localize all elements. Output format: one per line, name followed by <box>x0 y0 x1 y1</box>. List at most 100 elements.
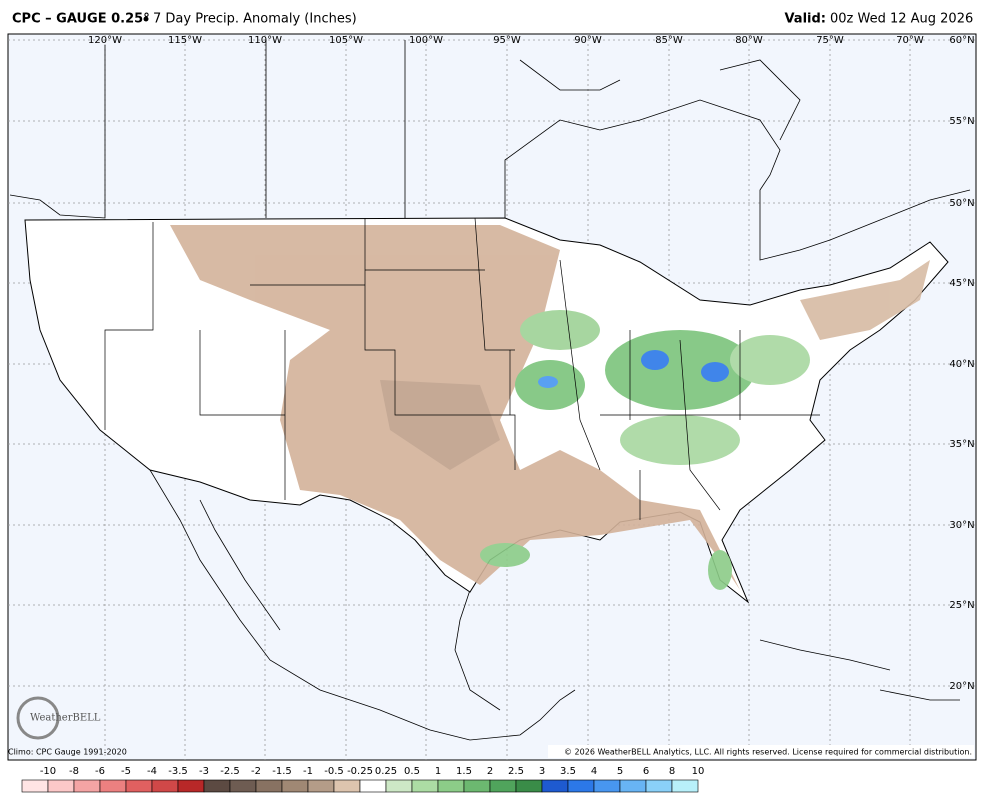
color-box <box>99 779 127 793</box>
color-box <box>593 779 621 793</box>
color-box <box>411 779 439 793</box>
colorbar-label: 8 <box>669 766 675 777</box>
color-box <box>541 779 569 793</box>
separator <box>143 16 149 22</box>
longitude-label: 120°W <box>88 35 122 46</box>
color-box <box>177 779 205 793</box>
color-box <box>125 779 153 793</box>
color-box <box>203 779 231 793</box>
longitude-label: 105°W <box>329 35 363 46</box>
colorbar-label: -4 <box>147 766 157 777</box>
color-box <box>229 779 257 793</box>
colorbar-label: 10 <box>692 766 705 777</box>
longitude-label: 90°W <box>574 35 602 46</box>
colorbar-label: 6 <box>643 766 649 777</box>
longitude-label: 70°W <box>896 35 924 46</box>
colorbar-label: -3 <box>199 766 209 777</box>
colorbar-label: 5 <box>617 766 623 777</box>
longitude-labels: 120°W 115°W 110°W 105°W 100°W 95°W 90°W 85°W 80°… <box>88 35 924 46</box>
color-box <box>333 779 361 793</box>
latitude-label: 45°N <box>949 278 974 289</box>
longitude-label: 80°W <box>735 35 763 46</box>
logo-swirl <box>16 696 60 740</box>
latitude-label: 35°N <box>949 439 974 450</box>
valid-label: Valid: <box>784 12 826 27</box>
climo-note: Climo: CPC Gauge 1991-2020 <box>8 748 127 757</box>
wet-area <box>520 310 600 350</box>
color-box <box>73 779 101 793</box>
latitude-label: 55°N <box>949 116 974 127</box>
color-box <box>47 779 75 793</box>
valid-time: 00z Wed 12 Aug 2026 <box>830 12 973 27</box>
colorbar-label: -6 <box>95 766 105 777</box>
latitude-label: 40°N <box>949 359 974 370</box>
longitude-label: 110°W <box>248 35 282 46</box>
colorbar-label: 0.25 <box>375 766 397 777</box>
copyright-bg <box>548 745 974 758</box>
colorbar-label: 2.5 <box>508 766 524 777</box>
wet-area <box>605 330 755 410</box>
wet-area <box>480 543 530 567</box>
color-box <box>619 779 647 793</box>
mexico-caribbean <box>149 469 960 741</box>
wet-area <box>730 335 810 385</box>
wet-area <box>708 550 732 590</box>
precip-anomaly <box>170 225 930 590</box>
heavy-area <box>701 362 729 382</box>
color-box <box>307 779 335 793</box>
longitude-label: 95°W <box>493 35 521 46</box>
color-box <box>281 779 309 793</box>
longitude-label: 85°W <box>655 35 683 46</box>
colorbar-label: -1 <box>303 766 313 777</box>
colorbar-label: 3 <box>539 766 545 777</box>
longitude-label: 75°W <box>816 35 844 46</box>
color-box <box>489 779 517 793</box>
color-box <box>567 779 595 793</box>
color-box <box>515 779 543 793</box>
color-box <box>385 779 413 793</box>
heavy-area <box>538 376 558 388</box>
logo: WeatherBELL <box>30 713 101 724</box>
subtitle: 7 Day Precip. Anomaly (Inches) <box>153 12 357 27</box>
color-box <box>437 779 465 793</box>
latitude-label: 50°N <box>949 198 974 209</box>
dry-area <box>380 380 500 470</box>
colorbar-label: -2.5 <box>220 766 240 777</box>
colorbar-label: 1.5 <box>456 766 472 777</box>
color-box <box>21 779 49 793</box>
dry-area <box>800 260 930 340</box>
color-box <box>359 779 387 793</box>
colorbar-label: -3.5 <box>168 766 188 777</box>
map: 120°W 115°W 110°W 105°W 100°W 95°W 90°W 85°W 80°… <box>7 33 977 761</box>
colorbar-label: -1.5 <box>272 766 292 777</box>
color-box <box>151 779 179 793</box>
color-box <box>463 779 491 793</box>
copyright: © 2026 WeatherBELL Analytics, LLC. All r… <box>564 748 972 757</box>
wet-area <box>620 415 740 465</box>
coastlines <box>9 40 971 261</box>
latitude-label: 20°N <box>949 681 974 692</box>
title: CPC – GAUGE 0.25° <box>12 12 150 27</box>
colorbar-label: -2 <box>251 766 261 777</box>
color-box <box>255 779 283 793</box>
colorbar-label: 2 <box>487 766 493 777</box>
latitude-label: 60°N <box>949 35 974 46</box>
colorbar: -10 -8 -6 -5 -4 -3.5 -3 -2.5 -2 -1.5 -1 -0.5 -0.25 0.… <box>21 766 705 793</box>
color-box <box>671 779 699 793</box>
heavy-area <box>641 350 669 370</box>
colorbar-label: 4 <box>591 766 597 777</box>
colorbar-label: -0.25 <box>347 766 373 777</box>
colorbar-label: -5 <box>121 766 131 777</box>
longitude-label: 115°W <box>168 35 202 46</box>
colorbar-label: 0.5 <box>404 766 420 777</box>
colorbar-label: -0.5 <box>324 766 344 777</box>
latitude-labels: 60°N 55°N 50°N 45°N 40°N 35°N 30°N 25°N 20°N <box>949 35 974 692</box>
color-box <box>645 779 673 793</box>
latitude-label: 30°N <box>949 520 974 531</box>
colorbar-label: 1 <box>435 766 441 777</box>
colorbar-label: -10 <box>40 766 56 777</box>
colorbar-label: -8 <box>69 766 79 777</box>
latitude-label: 25°N <box>949 600 974 611</box>
